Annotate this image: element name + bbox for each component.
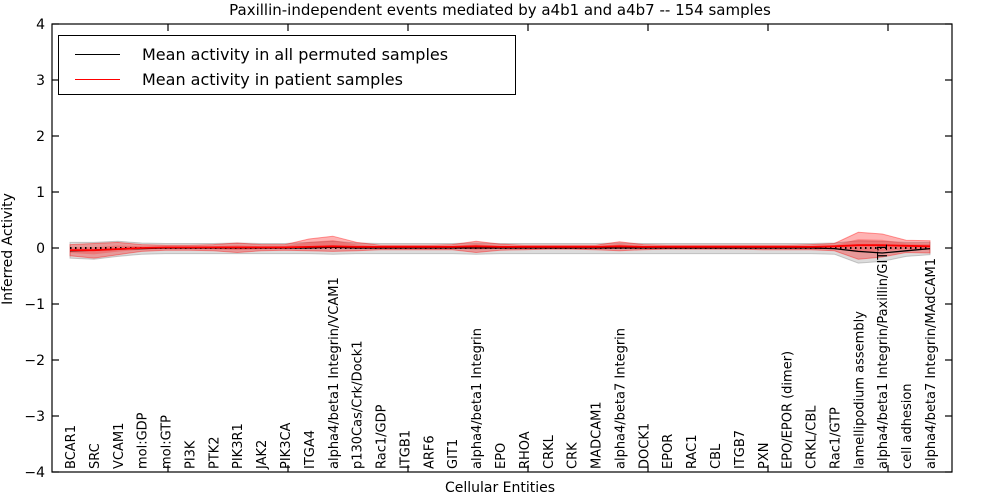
patient-mean-line bbox=[70, 244, 931, 252]
category-label: alpha4/beta1 Integrin bbox=[470, 328, 485, 469]
y-axis-label: Inferred Activity bbox=[0, 193, 16, 305]
legend-entry-permuted: Mean activity in all permuted samples bbox=[75, 42, 515, 67]
y-tick-label: 1 bbox=[36, 185, 45, 201]
category-label: ARF6 bbox=[422, 435, 437, 469]
category-label: CRK bbox=[566, 442, 581, 469]
y-tick-label: −2 bbox=[24, 353, 45, 369]
category-label: MADCAM1 bbox=[590, 401, 605, 469]
category-label: Rac1/GTP bbox=[828, 407, 843, 469]
category-label: CBL bbox=[709, 443, 724, 469]
category-label: EPOR bbox=[661, 434, 676, 469]
category-label: SRC bbox=[88, 443, 103, 469]
category-label: ITGB7 bbox=[733, 430, 748, 469]
category-label: GIT1 bbox=[446, 439, 461, 469]
category-label: ITGB1 bbox=[398, 430, 413, 469]
category-label: p130Cas/Crk/Dock1 bbox=[351, 340, 366, 469]
legend-box: Mean activity in all permuted samples Me… bbox=[58, 35, 516, 95]
category-label: alpha4/beta1 Integrin/VCAM1 bbox=[327, 277, 342, 469]
category-label: alpha4/beta7 Integrin/MAdCAM1 bbox=[924, 258, 939, 469]
y-tick-label: −1 bbox=[24, 297, 45, 313]
category-label: lamellipodium assembly bbox=[852, 311, 867, 469]
category-label: mol:GDP bbox=[136, 412, 151, 469]
y-tick-label: 3 bbox=[36, 73, 45, 89]
y-tick-label: 4 bbox=[36, 17, 45, 33]
category-label: PIK3CA bbox=[279, 422, 294, 469]
category-label: BCAR1 bbox=[64, 425, 79, 469]
category-label: RAC1 bbox=[685, 434, 700, 469]
legend-label-permuted: Mean activity in all permuted samples bbox=[142, 45, 449, 64]
y-tick-label: −4 bbox=[24, 465, 45, 481]
category-label: CRKL bbox=[542, 434, 557, 469]
category-label: RHOA bbox=[518, 431, 533, 469]
legend-label-patient: Mean activity in patient samples bbox=[142, 70, 403, 89]
patient-std-band bbox=[69, 231, 931, 260]
category-label: EPO bbox=[494, 443, 509, 469]
category-label: DOCK1 bbox=[637, 423, 652, 469]
y-tick-label: 2 bbox=[36, 129, 45, 145]
category-label: VCAM1 bbox=[112, 423, 127, 469]
x-axis-label: Cellular Entities bbox=[444, 480, 556, 496]
category-label: JAK2 bbox=[255, 440, 270, 470]
category-label: EPO/EPOR (dimer) bbox=[781, 351, 796, 469]
chart-title: Paxillin-independent events mediated by … bbox=[229, 1, 771, 19]
category-label: PIK3R1 bbox=[231, 423, 246, 469]
y-tick-label: −3 bbox=[24, 409, 45, 425]
category-label: cell adhesion bbox=[900, 383, 915, 469]
category-label: Rac1/GDP bbox=[375, 404, 390, 469]
category-label: ITGA4 bbox=[303, 430, 318, 469]
category-label: PI3K bbox=[183, 440, 198, 469]
category-label: PTK2 bbox=[207, 436, 222, 469]
category-label: PXN bbox=[757, 443, 772, 469]
category-label: alpha4/beta7 Integrin bbox=[613, 328, 628, 469]
legend-entry-patient: Mean activity in patient samples bbox=[75, 67, 515, 92]
category-label: mol:GTP bbox=[160, 415, 175, 469]
y-tick-label: 0 bbox=[36, 241, 45, 257]
permuted-line-sample bbox=[75, 54, 120, 55]
patient-line-sample bbox=[75, 79, 120, 80]
category-label: CRKL/CBL bbox=[805, 405, 820, 469]
category-label: alpha4/beta1 Integrin/Paxillin/GIT1 bbox=[876, 243, 891, 469]
